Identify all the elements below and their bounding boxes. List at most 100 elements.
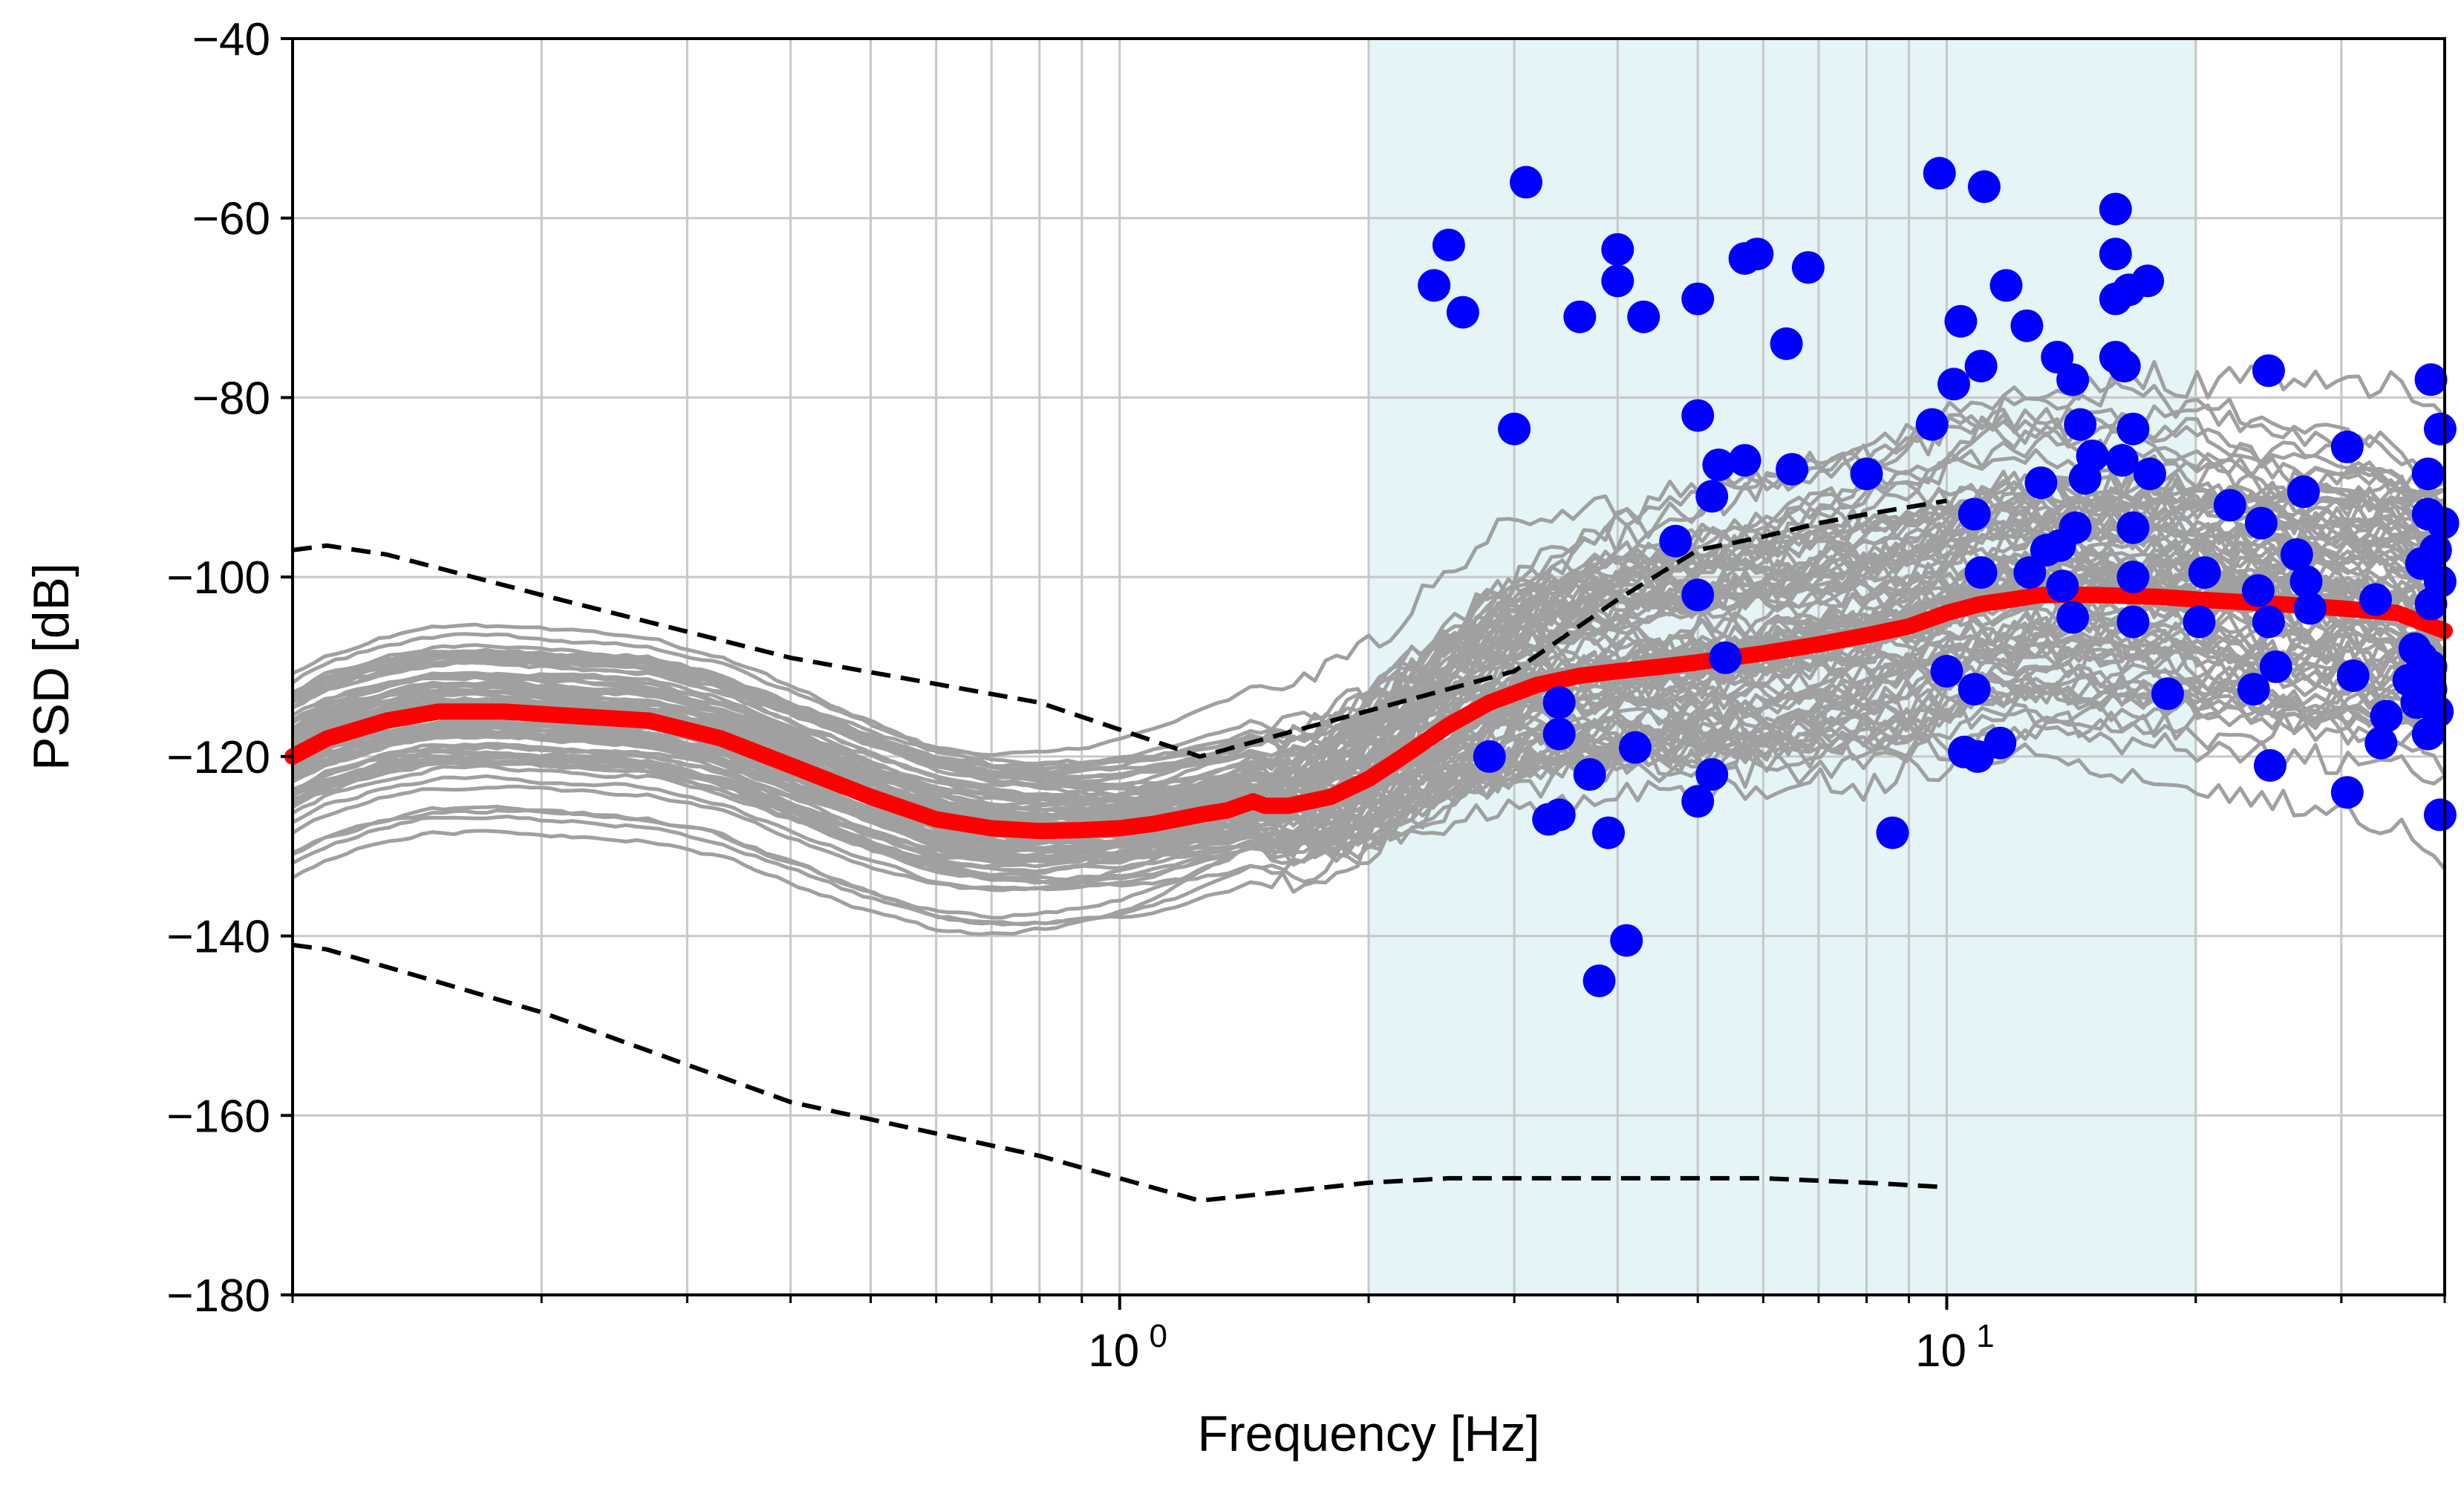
peak-points-layer <box>1418 157 2460 997</box>
peak-point <box>1964 556 1998 590</box>
peak-point <box>2252 354 2285 388</box>
peak-point <box>1709 641 1742 674</box>
peak-point <box>2116 561 2150 594</box>
peak-point <box>2116 511 2150 544</box>
peak-point <box>1770 327 1803 360</box>
psd-trace <box>291 672 2445 858</box>
y-tick-label: −160 <box>166 1091 270 1142</box>
peak-point <box>2252 605 2285 639</box>
peak-point <box>2056 363 2090 396</box>
x-tick-label: 10 <box>1088 1325 1139 1377</box>
peak-point <box>2151 677 2184 711</box>
peak-point <box>1741 238 1774 271</box>
peak-point <box>2099 192 2132 226</box>
peak-point <box>1681 578 1715 612</box>
peak-point <box>1627 300 1660 333</box>
peak-point <box>2423 412 2457 446</box>
median-psd-line <box>284 587 2453 840</box>
x-axis-label: Frequency [Hz] <box>1197 1406 1539 1462</box>
peak-point <box>1432 229 1465 261</box>
peak-point <box>2244 506 2278 540</box>
y-tick-label: −140 <box>166 912 270 963</box>
peak-point <box>1601 233 1634 266</box>
peak-point <box>2105 444 2139 477</box>
peak-point <box>2059 511 2092 544</box>
peak-point <box>1681 282 1715 316</box>
peak-point <box>1446 296 1479 329</box>
median-layer <box>284 587 2453 840</box>
peak-point <box>2064 408 2097 441</box>
peak-point <box>1418 269 1451 302</box>
peak-point <box>2108 350 2141 383</box>
y-tick-label: −180 <box>166 1270 270 1322</box>
peak-point <box>2336 659 2370 693</box>
peak-point <box>1702 448 1735 482</box>
peak-point <box>1510 166 1542 199</box>
psd-traces-layer <box>291 359 2447 936</box>
peak-point <box>1923 157 1956 190</box>
peak-point <box>1573 758 1606 791</box>
peak-point <box>1958 673 1991 706</box>
peak-point <box>1563 300 1597 333</box>
peak-point <box>1967 170 2001 203</box>
peak-point <box>2213 489 2246 522</box>
peak-point <box>2293 592 2327 625</box>
peak-point <box>2241 574 2275 607</box>
peak-point <box>1542 798 1576 832</box>
peak-point <box>1473 740 1506 773</box>
peak-point <box>1542 686 1576 719</box>
y-axis-label: PSD [dB] <box>23 563 79 771</box>
peak-point <box>2411 717 2445 751</box>
peak-point <box>1728 444 1761 477</box>
peak-point <box>2133 457 2166 491</box>
peak-point <box>2183 605 2216 639</box>
y-tick-label: −40 <box>192 14 270 65</box>
peak-point <box>2414 363 2448 396</box>
peak-point <box>2411 457 2445 491</box>
peak-point <box>1984 726 2017 760</box>
tick-label-layer: −40 −60 −80 −100 −120 −140 −160 −180 10 0 10 1 <box>166 14 2446 1377</box>
psd-trace <box>291 649 2446 827</box>
peak-point <box>2426 506 2460 540</box>
noise-model-layer <box>292 498 1947 1204</box>
peak-point <box>1989 269 2023 302</box>
psd-trace <box>291 551 2445 874</box>
psd-trace <box>291 660 2445 888</box>
peak-point <box>1659 524 1692 558</box>
peak-point <box>1776 453 1809 486</box>
peak-point <box>2370 699 2403 733</box>
peak-point <box>1681 399 1715 432</box>
x-tick-exponent: 1 <box>1976 1318 1994 1354</box>
peak-point <box>2414 587 2448 621</box>
x-tick-label: 10 <box>1915 1325 1966 1377</box>
x-tick-exponent: 0 <box>1149 1318 1167 1354</box>
psd-trace <box>292 631 2447 843</box>
peak-point <box>1791 251 1825 284</box>
peak-point <box>1601 264 1634 298</box>
peak-point <box>1937 368 1970 401</box>
peak-point <box>1592 816 1625 849</box>
peak-point <box>1695 758 1729 791</box>
peak-point <box>2330 430 2364 463</box>
peak-point <box>2068 462 2102 495</box>
peak-point <box>1618 731 1652 764</box>
peak-point <box>1944 304 1978 338</box>
peak-point <box>2289 565 2323 598</box>
peak-point <box>2188 556 2221 590</box>
peak-point <box>1542 717 1576 751</box>
peak-point <box>2024 466 2058 500</box>
peak-point <box>2131 264 2165 298</box>
peak-point <box>2013 556 2047 590</box>
peak-point <box>2046 569 2079 603</box>
peak-point <box>1583 965 1616 997</box>
peak-point <box>2253 748 2287 782</box>
peak-point <box>1695 480 1729 513</box>
peak-point <box>1958 497 1991 531</box>
peak-point <box>2116 605 2150 639</box>
peak-point <box>1610 924 1643 957</box>
peak-point <box>1876 816 1909 849</box>
peak-point <box>2423 798 2457 832</box>
peak-point <box>2099 238 2132 271</box>
